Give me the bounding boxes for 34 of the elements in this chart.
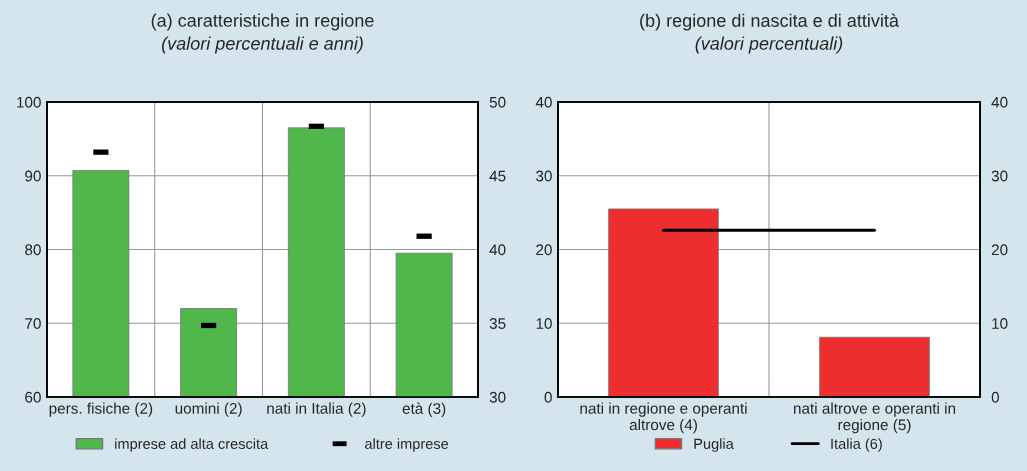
y-tick-label: 30 bbox=[536, 170, 552, 182]
y-tick-label: 10 bbox=[536, 318, 552, 329]
y-tick-label: 80 bbox=[25, 244, 41, 256]
legend-label: altre imprese bbox=[365, 438, 449, 452]
y2-tick-label: 10 bbox=[992, 318, 1008, 329]
y2-tick-label: 40 bbox=[489, 244, 506, 256]
chart-title: (a) caratteristiche in regione bbox=[151, 13, 374, 31]
legend-label: imprese ad alta crescita bbox=[115, 438, 269, 452]
x-tick-label: nati in Italia (2) bbox=[267, 402, 366, 417]
y-tick-label: 40 bbox=[535, 96, 552, 108]
y-tick-label: 0 bbox=[544, 391, 552, 403]
chart-subtitle: (valori percentuali e anni) bbox=[161, 36, 363, 54]
chart-subtitle: (valori percentuali) bbox=[695, 36, 843, 54]
y-tick-label: 90 bbox=[25, 170, 41, 182]
y2-tick-label: 50 bbox=[489, 96, 506, 108]
y2-tick-label: 40 bbox=[991, 96, 1008, 108]
y-tick-label: 60 bbox=[25, 391, 41, 403]
y2-tick-label: 0 bbox=[991, 391, 1000, 403]
legend-label: Italia (6) bbox=[831, 438, 882, 452]
x-tick-label: età (3) bbox=[402, 402, 446, 417]
y2-tick-label: 30 bbox=[991, 170, 1008, 182]
y2-tick-label: 45 bbox=[489, 170, 506, 182]
x-tick-label: nati altrove e operanti in regione (5) bbox=[793, 402, 956, 434]
y-tick-label: 100 bbox=[17, 96, 41, 108]
y-tick-label: 20 bbox=[536, 244, 552, 256]
x-tick-label: nati in regione e operanti altrove (4) bbox=[580, 402, 747, 434]
y2-tick-label: 30 bbox=[489, 391, 506, 403]
y2-tick-label: 35 bbox=[489, 318, 506, 329]
x-tick-label: pers. fisiche (2) bbox=[49, 402, 153, 417]
y2-tick-label: 20 bbox=[991, 244, 1008, 256]
y-tick-label: 70 bbox=[25, 318, 41, 329]
chart-title: (b) regione di nascita e di attività bbox=[640, 13, 899, 31]
x-tick-label: uomini (2) bbox=[175, 402, 242, 417]
legend-label: Puglia bbox=[694, 438, 734, 452]
